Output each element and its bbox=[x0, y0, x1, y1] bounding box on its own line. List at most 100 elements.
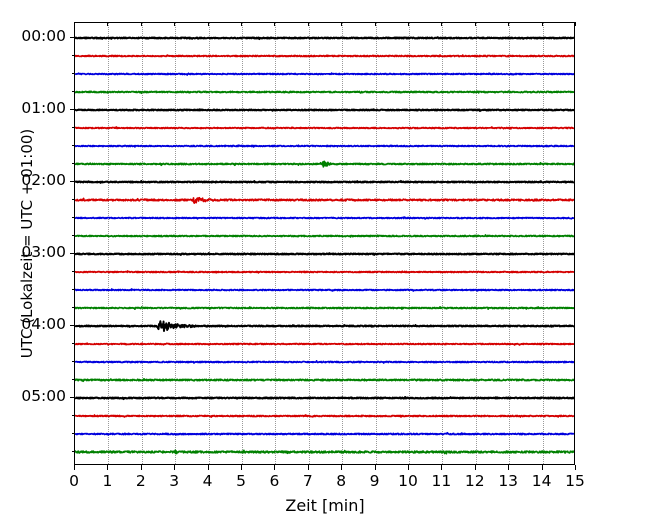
x-tick-label: 2 bbox=[135, 472, 146, 490]
y-tick-minor bbox=[72, 217, 75, 218]
y-tick-minor bbox=[72, 145, 75, 146]
seismogram-trace bbox=[75, 175, 574, 189]
y-tick-mark bbox=[70, 397, 75, 398]
seismogram-trace bbox=[75, 427, 574, 441]
x-tick-mark-top bbox=[575, 22, 576, 26]
trace-path bbox=[75, 321, 574, 331]
trace-path bbox=[75, 217, 574, 219]
x-tick-mark-top bbox=[441, 22, 443, 26]
y-tick-label: 01:00 bbox=[21, 99, 66, 117]
y-tick-minor bbox=[72, 91, 75, 92]
seismogram-trace bbox=[75, 337, 574, 351]
x-tick-label: 1 bbox=[102, 472, 113, 490]
x-tick-mark-top bbox=[341, 22, 343, 26]
x-tick-label: 4 bbox=[202, 472, 213, 490]
trace-path bbox=[75, 37, 574, 39]
y-tick-minor bbox=[72, 271, 75, 272]
x-tick-mark-top bbox=[274, 22, 276, 26]
x-tick-label: 0 bbox=[69, 472, 79, 490]
y-tick-minor bbox=[72, 163, 75, 164]
y-tick-label: 04:00 bbox=[21, 315, 66, 333]
y-tick-mark bbox=[70, 325, 75, 326]
x-tick-mark-top bbox=[140, 22, 142, 26]
trace-path bbox=[75, 307, 574, 309]
y-axis-label: UTC (Lokalzeit = UTC + 01:00) bbox=[18, 128, 36, 359]
trace-path bbox=[75, 181, 574, 183]
trace-path bbox=[75, 145, 574, 147]
trace-path bbox=[75, 361, 574, 363]
x-tick-mark-top bbox=[74, 22, 75, 26]
seismogram-trace bbox=[75, 373, 574, 387]
x-tick-mark-top bbox=[241, 22, 242, 26]
y-tick-minor bbox=[72, 55, 75, 56]
trace-path bbox=[75, 198, 574, 203]
seismogram-trace bbox=[75, 49, 574, 63]
seismogram-trace bbox=[75, 391, 574, 405]
gridline-minute-10 bbox=[409, 23, 410, 464]
trace-path bbox=[75, 235, 574, 237]
gridline-minute-13 bbox=[509, 23, 511, 464]
gridline-minute-4 bbox=[208, 23, 210, 464]
x-tick-mark bbox=[408, 465, 409, 470]
y-tick-minor bbox=[72, 307, 75, 308]
x-tick-mark bbox=[274, 465, 276, 470]
seismogram-trace bbox=[75, 355, 574, 369]
trace-path bbox=[75, 343, 574, 345]
seismogram-trace bbox=[75, 121, 574, 135]
gridline-minute-8 bbox=[342, 23, 344, 464]
seismogram-trace bbox=[75, 319, 574, 333]
x-tick-label: 15 bbox=[565, 472, 585, 490]
x-tick-label: 9 bbox=[369, 472, 380, 490]
seismogram-trace bbox=[75, 103, 574, 117]
x-tick-label: 10 bbox=[398, 472, 418, 490]
y-tick-minor bbox=[72, 127, 75, 128]
y-tick-mark bbox=[70, 37, 75, 38]
y-tick-minor bbox=[72, 73, 75, 74]
y-tick-mark bbox=[70, 253, 75, 254]
x-tick-mark-top bbox=[174, 22, 176, 26]
seismogram-trace bbox=[75, 211, 574, 225]
x-tick-mark bbox=[140, 465, 142, 470]
seismogram-trace bbox=[75, 85, 574, 99]
x-tick-mark bbox=[74, 465, 75, 470]
x-tick-mark bbox=[541, 465, 543, 470]
x-tick-label: 7 bbox=[302, 472, 313, 490]
trace-path bbox=[75, 55, 574, 57]
seismogram-trace bbox=[75, 31, 574, 45]
seismogram-trace bbox=[75, 265, 574, 279]
gridline-minute-9 bbox=[375, 23, 377, 464]
x-tick-label: 5 bbox=[236, 472, 246, 490]
x-tick-label: 14 bbox=[531, 472, 552, 490]
seismogram-trace bbox=[75, 247, 574, 261]
x-tick-mark-top bbox=[374, 22, 376, 26]
seismogram-trace bbox=[75, 139, 574, 153]
x-tick-mark bbox=[474, 465, 476, 470]
trace-path bbox=[75, 379, 574, 381]
x-tick-mark bbox=[207, 465, 209, 470]
trace-path bbox=[75, 161, 574, 166]
trace-path bbox=[75, 109, 574, 111]
seismogram-trace bbox=[75, 67, 574, 81]
gridline-minute-6 bbox=[275, 23, 277, 464]
y-tick-label: 00:00 bbox=[21, 27, 66, 45]
x-tick-mark bbox=[307, 465, 309, 470]
x-tick-mark-top bbox=[107, 22, 109, 26]
y-tick-minor bbox=[72, 379, 75, 380]
x-tick-mark bbox=[575, 465, 576, 470]
y-tick-label: 05:00 bbox=[21, 387, 66, 405]
x-tick-mark-top bbox=[207, 22, 209, 26]
x-tick-mark-top bbox=[408, 22, 409, 26]
x-tick-mark bbox=[107, 465, 109, 470]
y-tick-minor bbox=[72, 415, 75, 416]
x-tick-mark bbox=[374, 465, 376, 470]
trace-path bbox=[75, 127, 574, 129]
trace-path bbox=[75, 450, 574, 453]
plot-area bbox=[74, 22, 575, 465]
x-tick-label: 8 bbox=[336, 472, 347, 490]
y-tick-minor bbox=[72, 289, 75, 290]
y-tick-minor bbox=[72, 343, 75, 344]
trace-path bbox=[75, 271, 574, 273]
seismogram-trace bbox=[75, 157, 574, 171]
seismogram-trace bbox=[75, 229, 574, 243]
